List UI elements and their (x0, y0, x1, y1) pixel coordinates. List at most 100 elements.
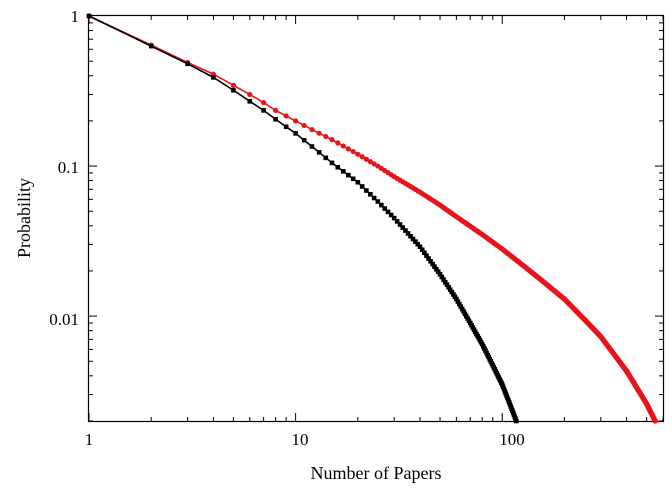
series-1-point (434, 266, 439, 272)
series-1-point (439, 274, 445, 280)
series-1-point (273, 116, 278, 122)
series-1-point (211, 75, 216, 80)
series-0-point (323, 133, 329, 140)
y-axis-label: Probability (14, 178, 34, 258)
series-0-point (652, 418, 658, 424)
series-1-point (403, 228, 408, 233)
series-1-point (388, 212, 394, 218)
series-1-point (462, 311, 468, 317)
series-1-point (422, 250, 427, 256)
series-0-point (363, 156, 369, 162)
series-1-point (346, 172, 351, 178)
series-1-point (293, 131, 298, 136)
series-1-point (231, 87, 236, 93)
x-tick-label-1: 1 (85, 430, 94, 449)
x-tick-label-100: 100 (499, 430, 525, 449)
series-1-point (391, 215, 397, 221)
series-1-point (415, 241, 421, 247)
series-1-point (364, 188, 369, 193)
y-tick-label-0.01: 0.01 (49, 310, 79, 329)
series-1-point (316, 150, 322, 155)
series-0-point (309, 126, 315, 133)
series-1-point (441, 277, 446, 282)
series-0-point (293, 118, 299, 124)
series-1-point (442, 279, 448, 285)
series-1-point (408, 233, 413, 239)
series-1-point (463, 313, 469, 319)
series-1-point (419, 247, 425, 253)
series-1-point (371, 195, 377, 201)
series-0-point (283, 113, 289, 119)
series-1-point (426, 256, 431, 261)
series-0-point (301, 122, 307, 129)
series-1-point (340, 169, 346, 174)
x-axis-label: Number of Papers (311, 463, 442, 483)
series-1-point (449, 289, 455, 295)
series-0-point (329, 137, 335, 143)
series-0-point (272, 107, 279, 113)
series-0-point (355, 151, 361, 157)
series-1-point (455, 299, 461, 304)
series-1-point (397, 222, 403, 227)
series-1-point (350, 176, 356, 182)
y-tick-label-1: 1 (71, 7, 80, 26)
series-1-point (428, 258, 433, 264)
series-0-point (316, 130, 322, 136)
series-0-point (345, 146, 351, 152)
series-1-point (451, 292, 456, 297)
series-1-point (459, 306, 465, 312)
series-1-point (461, 309, 466, 314)
series-0-point (359, 154, 365, 160)
plot-frame (87, 14, 665, 423)
series-0-point (261, 99, 267, 106)
series-1-point (385, 209, 391, 215)
series-1-point (382, 206, 388, 211)
series-1-point (400, 225, 406, 230)
series-1-point (379, 202, 384, 208)
series-1-point (432, 264, 437, 269)
series-1-point (148, 43, 154, 49)
series-1-point (323, 155, 329, 161)
series-1-point (413, 239, 418, 244)
series-1-point (514, 418, 519, 424)
series-1-point (405, 231, 411, 236)
series-0-point (340, 143, 346, 149)
series-1-point (355, 179, 361, 185)
y-tick-label-0.1: 0.1 (58, 158, 79, 177)
series-1-point (359, 184, 365, 189)
series-1-point (424, 253, 429, 258)
series-1-point (329, 160, 335, 166)
series-1-point (437, 271, 443, 277)
series-1-point (446, 284, 451, 290)
tick-marks (88, 16, 664, 422)
series-1-point (458, 304, 464, 309)
series-0-point (247, 91, 253, 98)
series-1-point (410, 236, 416, 242)
series-1-point (309, 144, 315, 149)
series-0-point (230, 82, 237, 88)
series-layer (86, 13, 658, 424)
series-0-point (335, 140, 341, 146)
series-0-line (88, 15, 656, 422)
series-1-point (430, 261, 435, 267)
series-0 (86, 13, 658, 424)
series-1-point (435, 269, 441, 275)
series-1-point (261, 108, 266, 113)
x-tick-label-10: 10 (292, 430, 309, 449)
series-1-point (457, 301, 462, 307)
series-1-point (454, 296, 459, 302)
series-1-point (375, 199, 381, 204)
series-1-point (368, 192, 373, 197)
series-1-point (185, 61, 190, 67)
series-1-point (301, 137, 307, 143)
series-1-line (88, 15, 518, 422)
series-1-point (335, 164, 341, 170)
series-0-point (350, 148, 356, 155)
series-1-point (247, 99, 253, 104)
series-1-point (394, 219, 400, 224)
series-1-point (447, 287, 453, 292)
series-1-point (283, 124, 289, 130)
series-1-point (417, 244, 423, 250)
series-1-point (86, 13, 92, 19)
